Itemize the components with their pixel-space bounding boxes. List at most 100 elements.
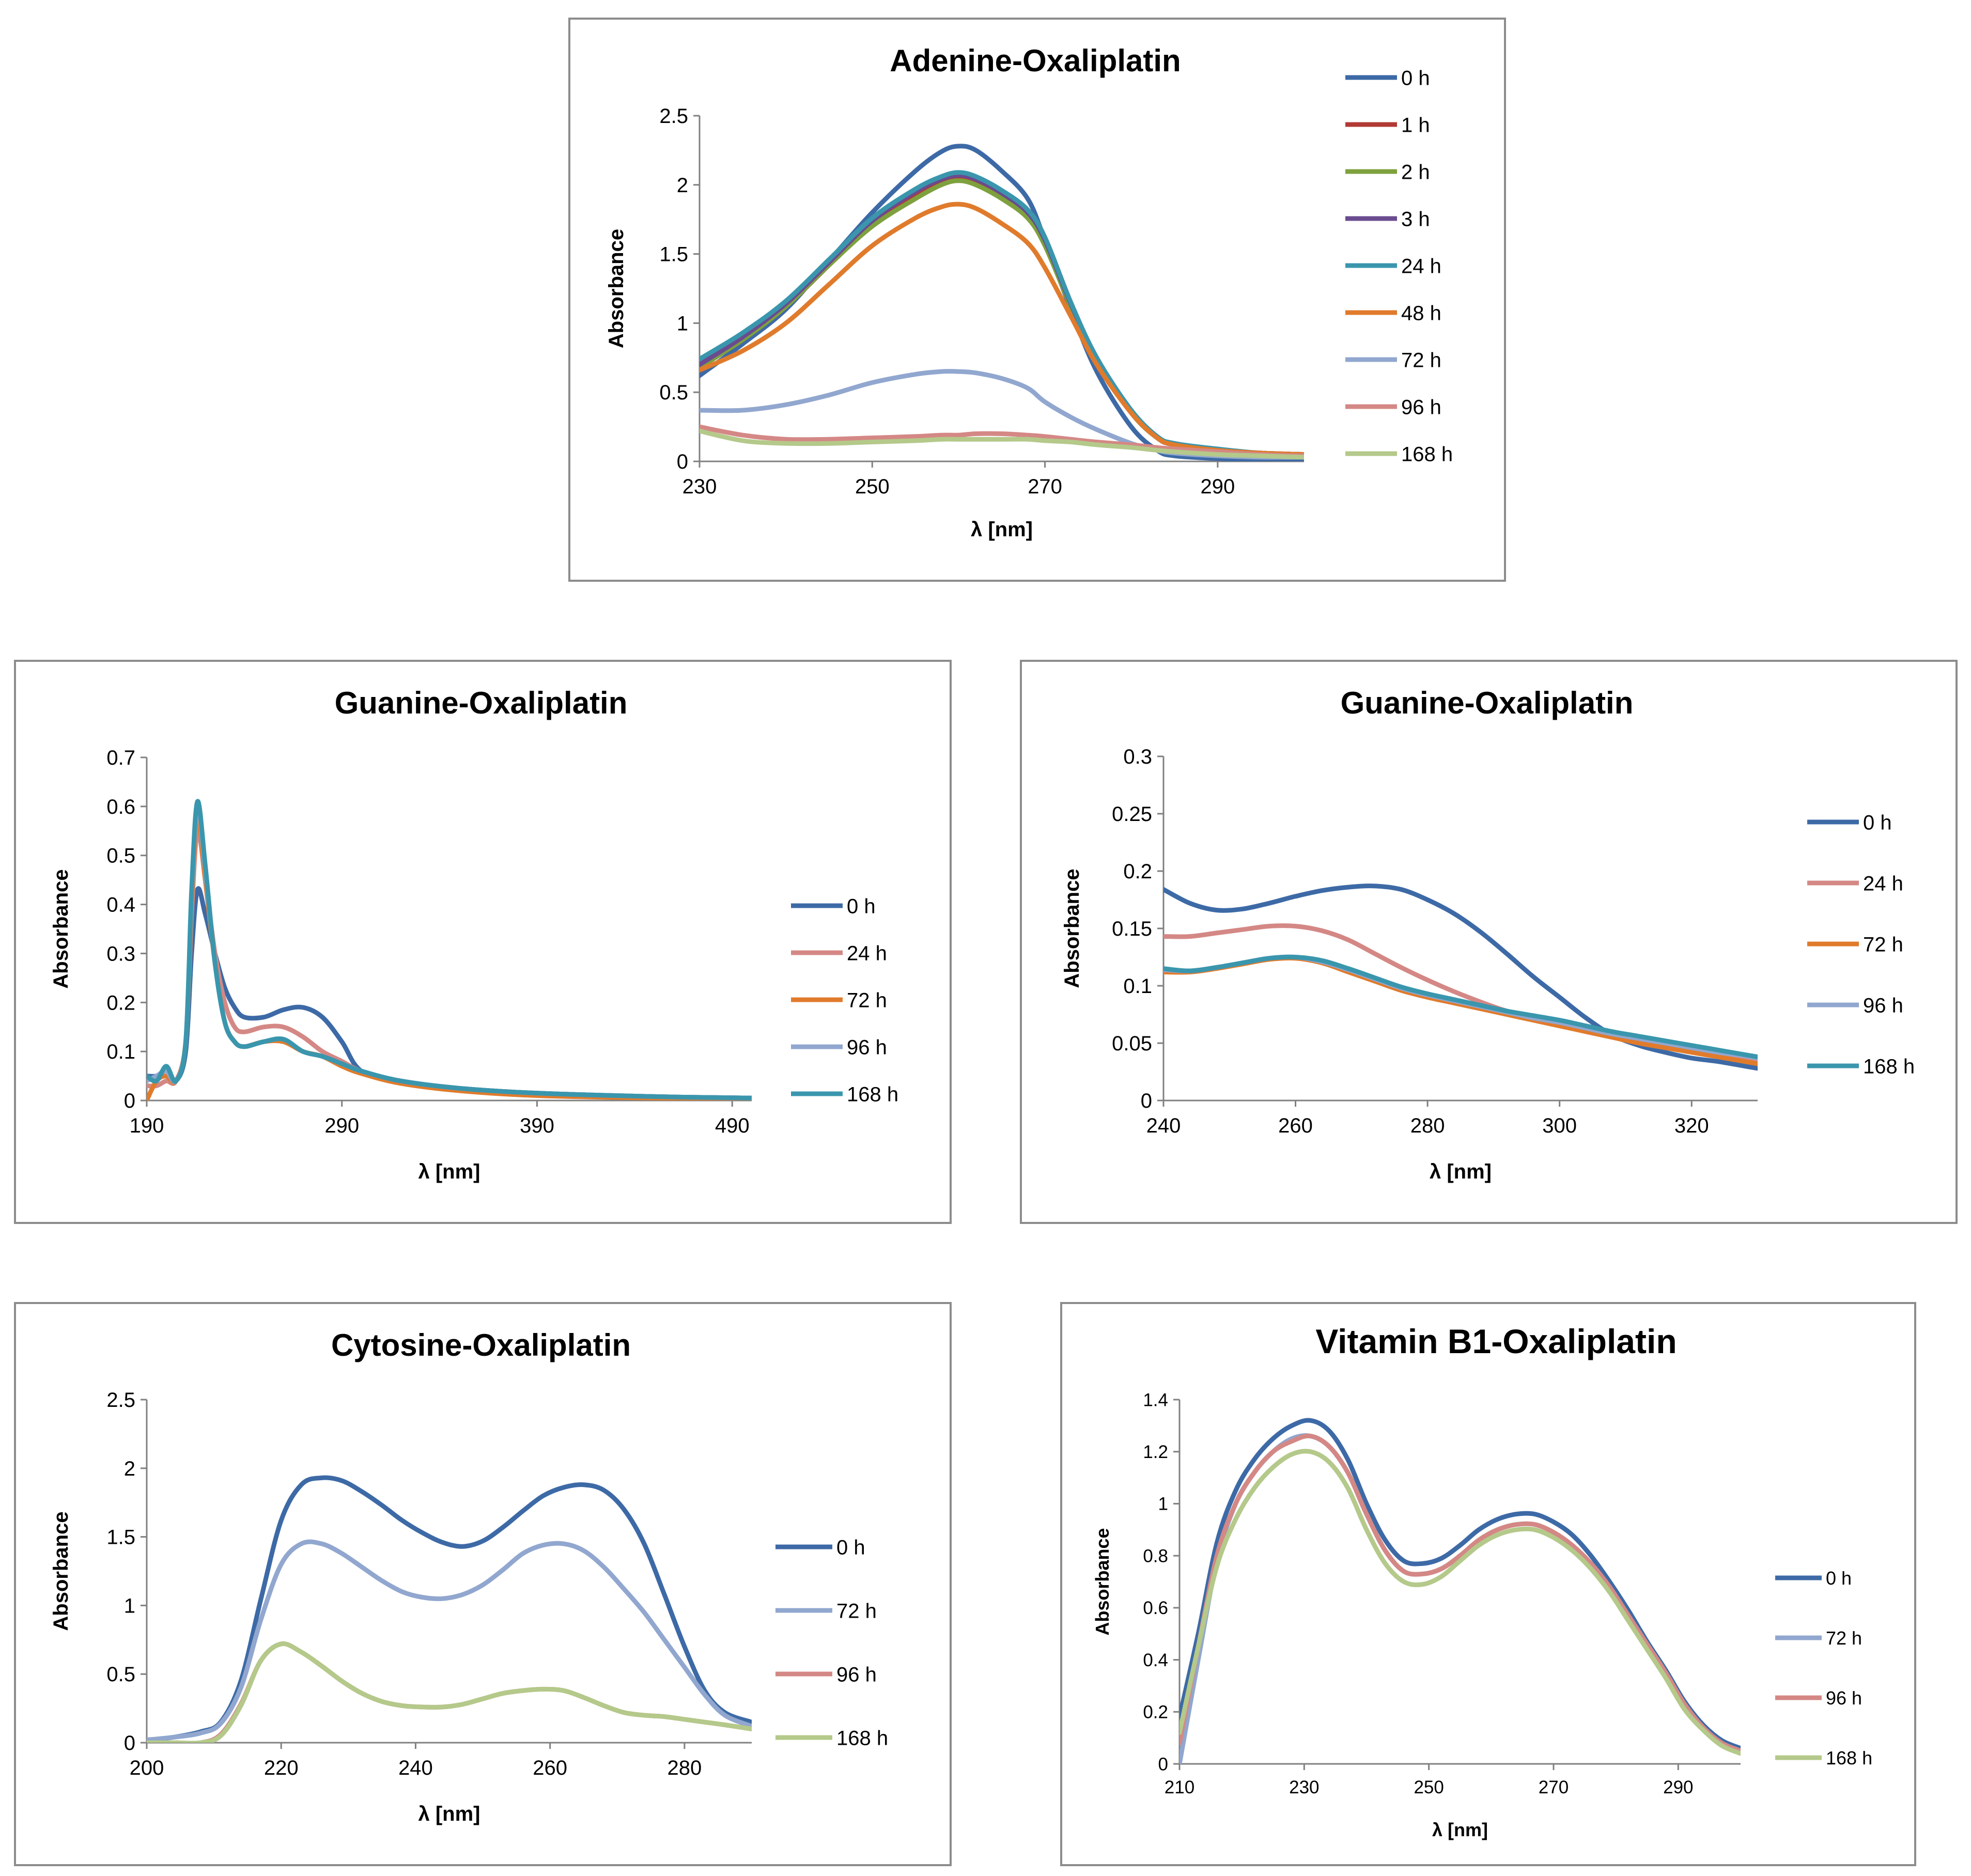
y-tick-label: 0.2 [1123,860,1152,883]
x-tick-label: 230 [682,475,717,498]
legend-label: 96 h [1826,1687,1862,1709]
series-line-96h [1180,1433,1741,1754]
chart-vitamin-b1: Vitamin B1-Oxaliplatin 0 0.2 0.4 0.6 0.8 1 1.2 1… [1092,1322,1872,1840]
chart-guanine-zoom: Guanine-Oxaliplatin 0 0.05 0.1 0.15 0.2 0.25 0.… [1061,686,1915,1183]
series-line-3h [700,173,1304,457]
x-tick-label: 240 [398,1757,433,1779]
y-tick-label: 0.5 [659,381,688,404]
y-tick-label: 0 [677,451,688,473]
legend-label: 72 h [1863,933,1903,956]
y-tick-label: 0.1 [1123,975,1152,998]
legend-label: 168 h [847,1083,898,1106]
x-tick-label: 260 [533,1757,567,1779]
legend-label: 96 h [836,1663,877,1686]
y-tick-label: 0.5 [106,845,135,867]
series-group [700,144,1304,461]
x-axis-label: λ [nm] [1432,1819,1488,1840]
x-tick-label: 200 [130,1757,164,1779]
series-group [147,799,752,1100]
y-tick-label: 0.6 [106,796,135,818]
y-tick-label: 0 [124,1090,135,1112]
legend-label: 72 h [847,989,887,1012]
legend-label: 24 h [1863,872,1903,895]
x-tick-label: 490 [715,1114,750,1137]
series-line-24h [700,170,1304,457]
x-axis-label: λ [nm] [418,1160,480,1183]
series-line-96h [700,424,1304,458]
legend-label: 48 h [1401,302,1441,324]
x-tick-label: 300 [1542,1114,1577,1137]
series-line-72h [147,814,752,1100]
chart-guanine-full: Guanine-Oxaliplatin 0 0.1 0.2 0.3 0.4 0.5 0.6 0.… [50,686,898,1183]
y-axis-label: Absorbance [1092,1528,1113,1635]
y-tick-label: 1.5 [106,1526,135,1549]
series-group [147,1475,752,1743]
y-tick-label: 0.5 [106,1663,135,1686]
chart-panel-guanine-zoom: Guanine-Oxaliplatin 0 0.05 0.1 0.15 0.2 0.25 0.… [1020,660,1958,1224]
series-line-0h [147,886,752,1100]
x-tick-label: 270 [1028,475,1062,498]
y-tick-label: 0.2 [106,991,135,1014]
series-line-168h [147,799,752,1100]
x-tick-label: 190 [130,1114,164,1137]
chart-adenine: Adenine-Oxaliplatin 0 0.5 1 1.5 2 2.5 230 250 270… [605,43,1453,541]
y-tick-label: 2 [677,174,688,197]
legend-label: 0 h [1826,1568,1852,1589]
legend-label: 0 h [1401,67,1430,89]
y-tick-label: 0.4 [1143,1650,1168,1670]
legend-label: 3 h [1401,208,1430,230]
x-tick-label: 390 [520,1114,554,1137]
series-line-168h [1180,1449,1741,1756]
series-line-48h [700,201,1304,457]
series-line-0h [147,1475,752,1743]
chart-title: Guanine-Oxaliplatin [335,686,628,720]
series-group [1163,883,1758,1071]
y-tick-label: 0 [1158,1754,1168,1774]
x-tick-label: 280 [1410,1114,1445,1137]
x-tick-label: 320 [1674,1114,1709,1137]
y-tick-label: 1 [677,312,688,335]
x-axis-label: λ [nm] [418,1803,480,1825]
x-tick-label: 250 [1414,1777,1444,1797]
chart-title: Vitamin B1-Oxaliplatin [1315,1322,1677,1360]
x-tick-label: 290 [1663,1777,1693,1797]
x-tick-label: 290 [1200,475,1235,498]
chart-panel-vitamin-b1: Vitamin B1-Oxaliplatin 0 0.2 0.4 0.6 0.8 1 1.2 1… [1060,1302,1916,1866]
series-line-168h [1163,954,1758,1060]
series-line-24h [147,828,752,1100]
x-axis-label: λ [nm] [971,518,1033,541]
y-tick-label: 0.2 [1143,1702,1168,1723]
legend-label: 168 h [1826,1747,1872,1769]
chart-title: Guanine-Oxaliplatin [1341,686,1634,720]
legend-label: 2 h [1401,161,1430,183]
x-axis-label: λ [nm] [1430,1160,1492,1183]
chart-panel-cytosine: Cytosine-Oxaliplatin 0 0.5 1 1.5 2 2.5 200 220 24… [14,1302,952,1866]
y-tick-label: 0.3 [1123,746,1152,768]
chart-title: Adenine-Oxaliplatin [890,43,1181,78]
chart-title: Cytosine-Oxaliplatin [331,1328,631,1362]
x-tick-label: 280 [668,1757,702,1779]
legend-label: 24 h [1401,255,1441,277]
legend-label: 0 h [1863,811,1892,834]
legend-label: 24 h [847,942,887,965]
y-tick-label: 0.05 [1112,1032,1152,1055]
y-tick-label: 1.5 [659,243,688,266]
series-line-168h [700,428,1304,460]
legend-label: 96 h [1863,994,1903,1017]
series-line-72h [147,1539,752,1743]
x-tick-label: 210 [1165,1777,1194,1797]
x-tick-label: 220 [264,1757,299,1779]
y-tick-label: 0.8 [1143,1546,1168,1566]
chart-panel-guanine-full: Guanine-Oxaliplatin 0 0.1 0.2 0.3 0.4 0.5 0.6 0.… [14,660,952,1224]
x-tick-label: 250 [855,475,890,498]
x-tick-label: 230 [1289,1777,1319,1797]
y-axis-label: Absorbance [1061,869,1083,988]
y-tick-label: 0.15 [1112,918,1152,940]
y-tick-label: 0.1 [106,1041,135,1063]
y-tick-label: 1 [1158,1494,1168,1514]
legend-label: 72 h [1401,349,1441,371]
legend-label: 168 h [836,1727,888,1749]
y-tick-label: 1 [124,1594,135,1617]
series-line-72h [1180,1433,1741,1764]
x-tick-label: 290 [324,1114,359,1137]
